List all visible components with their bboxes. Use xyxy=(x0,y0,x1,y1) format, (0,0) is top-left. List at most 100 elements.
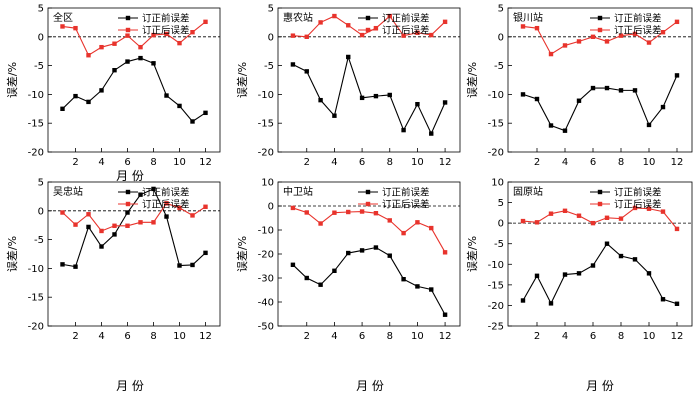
legend-label: 订正前误差 xyxy=(142,13,190,25)
y-tick-label: -15 xyxy=(488,119,504,130)
data-point xyxy=(660,29,666,35)
data-point xyxy=(548,123,554,128)
x-tick-label: 4 xyxy=(331,331,337,342)
data-point xyxy=(442,250,448,255)
data-point xyxy=(86,212,91,217)
series-line-2 xyxy=(522,21,678,55)
data-point xyxy=(318,221,323,226)
series-line-1 xyxy=(292,54,446,135)
data-point xyxy=(346,54,351,60)
legend-label: 订正前误差 xyxy=(614,187,662,199)
panel-title: 中卫站 xyxy=(283,185,313,198)
y-tick-label: -15 xyxy=(258,119,274,130)
x-tick-label: 2 xyxy=(72,157,78,168)
data-point xyxy=(373,245,379,250)
data-point xyxy=(86,224,91,230)
data-point xyxy=(332,113,337,118)
data-point xyxy=(318,97,323,103)
data-point xyxy=(304,34,309,39)
x-tick-label: 12 xyxy=(671,331,684,342)
x-tick-label: 6 xyxy=(590,157,596,168)
legend-marker xyxy=(125,27,131,33)
data-point xyxy=(604,85,610,91)
y-tick-label: -10 xyxy=(28,90,44,101)
data-point xyxy=(318,282,323,287)
panel-title: 固原站 xyxy=(513,185,543,198)
data-point xyxy=(660,104,666,110)
data-point xyxy=(177,40,182,46)
data-point xyxy=(674,226,680,232)
data-point xyxy=(112,68,117,73)
data-point xyxy=(562,272,568,277)
x-tick-label: 4 xyxy=(98,331,104,342)
data-point xyxy=(99,44,104,50)
data-point xyxy=(660,209,666,214)
series-line-2 xyxy=(522,207,678,230)
data-point xyxy=(99,244,104,249)
data-point xyxy=(576,213,582,218)
data-point xyxy=(304,69,309,74)
x-tick-label: 2 xyxy=(72,331,78,342)
data-point xyxy=(387,92,392,98)
data-point xyxy=(590,85,596,91)
legend-marker xyxy=(365,27,371,33)
y-tick-label: 0 xyxy=(498,32,504,43)
y-tick-label: -5 xyxy=(264,61,274,72)
x-axis-label: 月 份 xyxy=(586,379,614,393)
data-point xyxy=(99,88,104,93)
data-point xyxy=(442,100,448,105)
data-point xyxy=(562,208,568,213)
data-point xyxy=(177,205,182,211)
legend-label: 订正后误差 xyxy=(382,199,430,211)
data-point xyxy=(359,32,365,38)
x-tick-label: 12 xyxy=(439,331,452,342)
y-tick-label: -20 xyxy=(258,250,274,261)
data-point xyxy=(203,19,208,25)
y-tick-label: -10 xyxy=(258,226,274,237)
data-point xyxy=(73,264,78,269)
data-point xyxy=(632,205,638,211)
data-point xyxy=(548,51,554,57)
data-point xyxy=(290,33,296,38)
legend-label: 订正前误差 xyxy=(382,13,430,25)
data-point xyxy=(604,39,610,44)
data-point xyxy=(604,241,610,246)
legend-label: 订正后误差 xyxy=(382,25,430,37)
legend-marker xyxy=(125,189,131,195)
panel-title: 吴忠站 xyxy=(53,185,83,198)
x-tick-label: 2 xyxy=(534,331,540,342)
x-tick-label: 12 xyxy=(199,331,212,342)
data-point xyxy=(112,223,117,228)
legend-marker xyxy=(597,15,603,21)
data-point xyxy=(387,13,392,19)
x-tick-label: 6 xyxy=(124,157,130,168)
data-point xyxy=(534,273,540,279)
data-point xyxy=(429,287,434,292)
y-tick-label: -15 xyxy=(28,119,44,130)
y-tick-label: -10 xyxy=(28,264,44,275)
chart-panel-5: 10 0 -10 -20 -30 -40 -50 2 4 6 8 10 12 误差/% 月 份 中卫站 订正前误… xyxy=(235,178,461,393)
y-tick-label: -40 xyxy=(258,298,274,309)
data-point xyxy=(332,13,337,19)
data-point xyxy=(562,128,568,133)
plot-frame xyxy=(47,7,221,153)
plot-frame xyxy=(507,181,693,327)
x-tick-label: 6 xyxy=(124,331,130,342)
y-tick-label: -15 xyxy=(28,293,44,304)
x-tick-label: 12 xyxy=(199,157,212,168)
data-point xyxy=(73,93,78,99)
x-tick-label: 6 xyxy=(359,157,365,168)
data-point xyxy=(112,232,117,237)
data-point xyxy=(290,205,296,211)
data-point xyxy=(534,220,540,225)
data-point xyxy=(151,32,156,38)
data-point xyxy=(138,192,143,197)
data-point xyxy=(138,44,143,50)
data-point xyxy=(346,209,351,215)
y-axis-label: 误差/% xyxy=(235,62,249,98)
data-point xyxy=(660,297,666,302)
data-point xyxy=(415,220,420,225)
panel-title: 惠农站 xyxy=(283,11,313,24)
